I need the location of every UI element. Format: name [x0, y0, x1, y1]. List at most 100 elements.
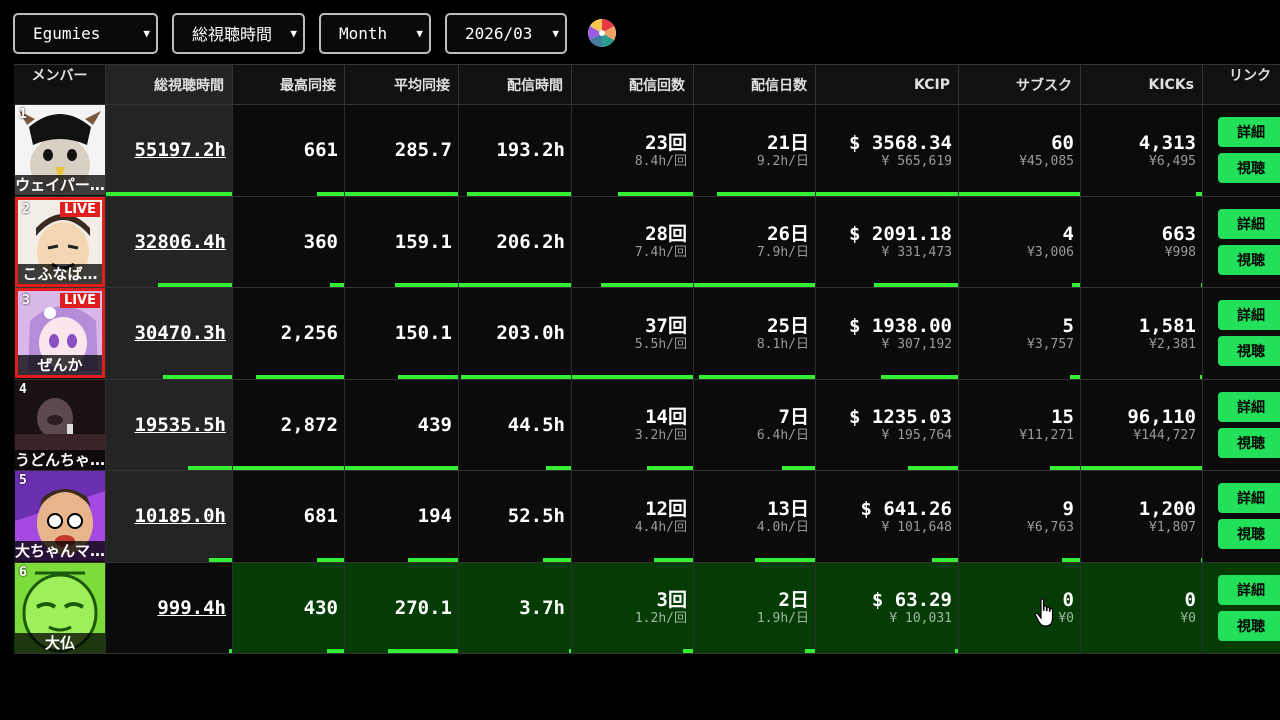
detail-button[interactable]: 詳細 [1218, 208, 1280, 239]
peak-viewers-value: 2,872 [280, 413, 338, 436]
ratio-bar [466, 191, 571, 196]
header-peak-viewers[interactable]: 最高同接 [233, 65, 345, 104]
table-row: 5 大ちゃんマ… 10185.0h 681 194 52.5h 12回 4.4h/回 13日 4.… [14, 471, 1280, 563]
stream-days-subvalue: 7.9h/日 [756, 245, 809, 261]
roulette-wheel-icon[interactable] [587, 18, 617, 48]
ratio-bar [327, 649, 344, 653]
watch-button[interactable]: 視聴 [1218, 244, 1280, 275]
table-row: 2 LIVE こふなば… 32806.4h 360 159.1 206.2h 28回 7.4h/… [14, 196, 1280, 288]
table-row: 4 うどんちゃ… 19535.5h 2,872 439 44.5h 14回 3.2h/回 7日 6… [14, 379, 1280, 471]
live-badge: LIVE [59, 201, 100, 217]
ranking-table: メンバー 総視聴時間 最高同接 平均同接 配信時間 配信回数 配信日数 KCIP… [14, 64, 1280, 654]
chevron-down-icon: ▼ [552, 26, 559, 40]
avg-viewers-value: 439 [417, 413, 452, 436]
links-cell: 詳細 視聴 [1203, 380, 1280, 471]
ratio-bar [345, 191, 458, 196]
total-watch-time-value[interactable]: 32806.4h [134, 230, 226, 253]
header-stream-count[interactable]: 配信回数 [572, 65, 694, 104]
ratio-bar [1071, 283, 1080, 287]
watch-button[interactable]: 視聴 [1218, 610, 1280, 641]
stream-days-subvalue: 1.9h/日 [756, 611, 809, 627]
date-select[interactable]: 2026/03 ▼ [445, 12, 567, 54]
avg-viewers-value: 194 [417, 505, 452, 528]
total-watch-time-value[interactable]: 10185.0h [134, 505, 226, 528]
kcip-subvalue: ¥ 101,648 [881, 519, 952, 535]
detail-button[interactable]: 詳細 [1218, 574, 1280, 605]
avatar[interactable]: 4 うどんちゃ… [15, 379, 105, 470]
member-group-select[interactable]: Egumies ▼ [13, 12, 158, 54]
stream-count-subvalue: 8.4h/回 [634, 153, 687, 169]
kicks-value: 96,110 [1127, 406, 1196, 429]
stream-days-cell: 25日 8.1h/日 [694, 288, 816, 379]
avatar[interactable]: 2 LIVE こふなば… [15, 196, 105, 287]
avg-viewers-cell: 439 [345, 379, 459, 470]
ratio-bar [932, 557, 958, 562]
avg-viewers-value: 159.1 [394, 230, 452, 253]
total-watch-time-value[interactable]: 30470.3h [134, 322, 226, 345]
header-kcip[interactable]: KCIP [816, 65, 959, 104]
avg-viewers-cell: 159.1 [345, 196, 459, 287]
subs-value: 4 [1062, 223, 1074, 246]
stream-days-value: 21日 [767, 131, 809, 154]
stream-count-subvalue: 7.4h/回 [634, 245, 687, 261]
period-select[interactable]: Month ▼ [319, 12, 431, 54]
ratio-bar [187, 466, 232, 470]
avatar[interactable]: 6 大仏 [15, 562, 105, 653]
stream-count-cell: 28回 7.4h/回 [572, 196, 694, 287]
header-stream-time[interactable]: 配信時間 [459, 65, 572, 104]
ratio-bar [256, 374, 344, 379]
header-subs[interactable]: サブスク [959, 65, 1081, 104]
detail-button[interactable]: 詳細 [1218, 117, 1280, 148]
kcip-subvalue: ¥ 307,192 [881, 336, 952, 352]
kcip-value: $ 63.29 [871, 589, 952, 612]
stream-time-cell: 193.2h [459, 105, 572, 196]
header-stream-days[interactable]: 配信日数 [694, 65, 816, 104]
stream-time-value: 206.2h [496, 230, 565, 253]
table-header: メンバー 総視聴時間 最高同接 平均同接 配信時間 配信回数 配信日数 KCIP… [14, 65, 1280, 105]
member-cell: 5 大ちゃんマ… [14, 471, 106, 562]
subs-cell: 9 ¥6,763 [959, 471, 1081, 562]
watch-button[interactable]: 視聴 [1218, 153, 1280, 184]
table-row: 1 ウェイパー… 55197.2h 661 285.7 193.2h 23回 8.4h/回 21… [14, 105, 1280, 197]
watch-button[interactable]: 視聴 [1218, 427, 1280, 458]
header-member[interactable]: メンバー [14, 65, 106, 104]
stream-time-value: 3.7h [519, 596, 565, 619]
kcip-value: $ 3568.34 [849, 131, 952, 154]
detail-button[interactable]: 詳細 [1218, 483, 1280, 514]
watch-button[interactable]: 視聴 [1218, 519, 1280, 550]
ratio-bar [1081, 466, 1202, 470]
total-watch-time-value[interactable]: 19535.5h [134, 413, 226, 436]
header-total-watch-time[interactable]: 総視聴時間 [106, 65, 233, 104]
detail-button[interactable]: 詳細 [1218, 300, 1280, 331]
detail-button[interactable]: 詳細 [1218, 391, 1280, 422]
stream-count-cell: 37回 5.5h/回 [572, 288, 694, 379]
ratio-bar [959, 191, 1080, 196]
ratio-bar [157, 283, 232, 287]
total-watch-time-value[interactable]: 55197.2h [134, 139, 226, 162]
total-watch-time-cell: 55197.2h [106, 105, 233, 196]
ratio-bar [345, 466, 458, 470]
header-kicks[interactable]: KICKs [1081, 65, 1203, 104]
kcip-value: $ 641.26 [860, 497, 952, 520]
stream-time-value: 193.2h [496, 139, 565, 162]
ratio-bar [1200, 283, 1202, 287]
ratio-bar [329, 283, 344, 287]
avatar[interactable]: 1 ウェイパー… [15, 105, 105, 195]
avg-viewers-cell: 150.1 [345, 288, 459, 379]
stream-days-cell: 2日 1.9h/日 [694, 562, 816, 653]
table-row: 3 LIVE ぜんか 30470.3h 2,256 150.1 203.0h 37回 5.5h/… [14, 288, 1280, 380]
watch-button[interactable]: 視聴 [1218, 336, 1280, 367]
subs-cell: 60 ¥45,085 [959, 105, 1081, 196]
peak-viewers-cell: 360 [233, 196, 345, 287]
total-watch-time-value[interactable]: 999.4h [157, 596, 226, 619]
member-name: こふなば… [18, 263, 102, 284]
rank-number: 2 [22, 201, 30, 217]
header-avg-viewers[interactable]: 平均同接 [345, 65, 459, 104]
stream-count-subvalue: 4.4h/回 [634, 519, 687, 535]
stream-days-value: 2日 [778, 589, 809, 612]
avatar[interactable]: 5 大ちゃんマ… [15, 471, 105, 561]
avatar[interactable]: 3 LIVE ぜんか [15, 288, 105, 378]
ratio-bar [816, 191, 958, 196]
metric-select[interactable]: 総視聴時間 ▼ [172, 12, 305, 54]
subs-subvalue: ¥45,085 [1019, 153, 1074, 169]
